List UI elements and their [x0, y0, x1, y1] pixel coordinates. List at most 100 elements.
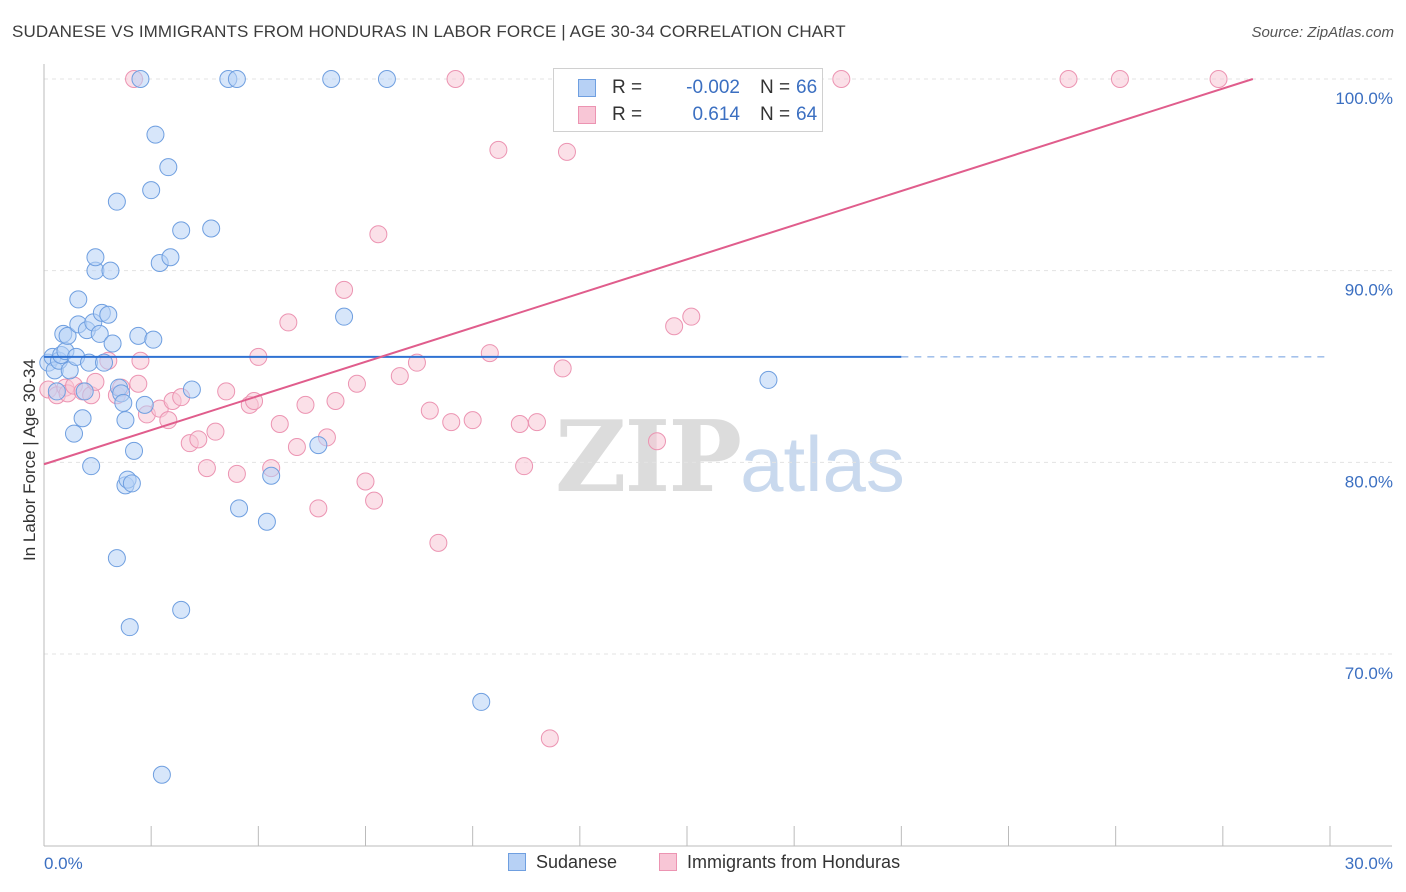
grid-lines — [44, 78, 1392, 655]
series-sudanese-points — [39, 70, 778, 784]
legend-n-label: N = — [760, 104, 791, 125]
data-point-honduras — [1059, 70, 1078, 88]
data-point-sudanese — [129, 326, 148, 345]
data-point-sudanese — [95, 353, 114, 372]
data-point-sudanese — [47, 382, 66, 401]
data-point-honduras — [309, 499, 328, 518]
legend-swatch-honduras — [578, 106, 596, 124]
data-point-sudanese — [335, 307, 354, 326]
legend-swatch-sudanese — [508, 853, 526, 871]
watermark: ZIPatlas — [555, 400, 905, 515]
data-point-honduras — [197, 459, 216, 478]
data-point-sudanese — [114, 393, 133, 412]
data-point-honduras — [446, 70, 465, 88]
y-tick-label: 70.0% — [1345, 664, 1393, 683]
data-point-sudanese — [82, 457, 101, 476]
legend-r-label: R = — [612, 104, 643, 125]
legend-r-value: 0.614 — [692, 104, 740, 125]
data-point-sudanese — [107, 549, 126, 568]
x-tick-label: 30.0% — [1345, 854, 1393, 873]
data-point-sudanese — [99, 305, 118, 324]
legend-n-label: N = — [760, 77, 791, 98]
source-credit: Source: ZipAtlas.com — [1251, 24, 1394, 41]
data-point-honduras — [420, 401, 439, 420]
x-tick-label: 0.0% — [44, 854, 83, 873]
legend-swatch-honduras — [659, 853, 677, 871]
data-point-honduras — [407, 353, 426, 372]
data-point-sudanese — [120, 618, 139, 637]
data-point-sudanese — [107, 192, 126, 211]
data-point-honduras — [217, 382, 236, 401]
legend-item-honduras[interactable]: Immigrants from Honduras — [659, 852, 900, 873]
data-point-sudanese — [152, 765, 171, 784]
data-point-sudanese — [161, 248, 180, 267]
data-point-sudanese — [172, 221, 191, 240]
data-point-honduras — [665, 317, 684, 336]
data-point-honduras — [832, 70, 851, 88]
legend-item-sudanese[interactable]: Sudanese — [508, 852, 617, 873]
data-point-sudanese — [759, 370, 778, 389]
data-point-sudanese — [101, 261, 120, 280]
chart-title: SUDANESE VS IMMIGRANTS FROM HONDURAS IN … — [12, 22, 846, 41]
correlation-legend: R = -0.002 N = 66 R = 0.614 N = 64 — [553, 68, 823, 132]
data-point-honduras — [296, 395, 315, 414]
legend-swatch-sudanese — [578, 79, 596, 97]
data-point-sudanese — [69, 290, 88, 309]
legend-r-label: R = — [612, 77, 643, 98]
data-point-honduras — [1110, 70, 1129, 88]
data-point-sudanese — [146, 125, 165, 144]
data-point-honduras — [206, 422, 225, 441]
data-point-sudanese — [122, 474, 141, 493]
data-point-honduras — [369, 225, 388, 244]
data-point-sudanese — [257, 512, 276, 531]
data-point-honduras — [682, 307, 701, 326]
data-point-sudanese — [377, 70, 396, 88]
data-point-honduras — [553, 359, 572, 378]
data-point-honduras — [515, 457, 534, 476]
data-point-honduras — [335, 280, 354, 299]
legend-n-value: 64 — [796, 104, 818, 125]
y-axis-title: In Labor Force | Age 30-34 — [20, 359, 39, 561]
legend-r-value: -0.002 — [686, 77, 740, 98]
data-point-sudanese — [227, 70, 246, 88]
legend-label-sudanese: Sudanese — [536, 852, 618, 872]
data-point-sudanese — [75, 382, 94, 401]
data-point-honduras — [429, 533, 448, 552]
data-point-honduras — [527, 413, 546, 432]
data-point-honduras — [287, 438, 306, 456]
watermark-atlas: atlas — [740, 420, 905, 508]
legend-n-value: 66 — [796, 77, 818, 98]
data-point-honduras — [347, 374, 366, 393]
data-point-sudanese — [135, 395, 154, 414]
data-point-sudanese — [144, 330, 163, 349]
data-point-sudanese — [172, 600, 191, 619]
data-point-honduras — [647, 432, 666, 451]
data-point-honduras — [390, 367, 409, 386]
data-point-sudanese — [159, 158, 178, 177]
data-point-sudanese — [262, 466, 281, 485]
axes — [43, 64, 1392, 847]
watermark-zip: ZIP — [555, 400, 742, 515]
data-point-honduras — [510, 415, 529, 433]
data-point-honduras — [159, 411, 178, 430]
data-point-honduras — [279, 313, 298, 332]
data-point-sudanese — [230, 499, 249, 518]
data-point-honduras — [442, 413, 461, 432]
data-point-sudanese — [103, 334, 122, 353]
data-point-sudanese — [58, 326, 77, 345]
data-point-honduras — [365, 491, 384, 510]
data-point-sudanese — [202, 219, 221, 238]
data-point-honduras — [189, 430, 208, 449]
data-point-honduras — [540, 729, 559, 748]
trend-lines — [43, 78, 1330, 466]
data-point-sudanese — [309, 436, 328, 455]
data-point-sudanese — [125, 441, 144, 460]
data-point-sudanese — [65, 424, 84, 443]
data-point-honduras — [270, 415, 289, 433]
data-point-sudanese — [90, 324, 109, 343]
data-point-honduras — [131, 351, 150, 370]
data-point-sudanese — [322, 70, 341, 88]
data-point-sudanese — [182, 380, 201, 399]
data-point-honduras — [326, 392, 345, 410]
y-tick-label: 80.0% — [1345, 472, 1393, 491]
